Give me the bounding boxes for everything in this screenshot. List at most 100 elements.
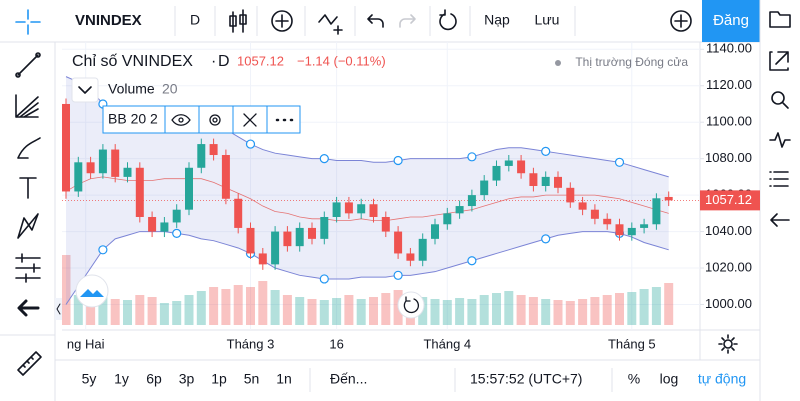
band-handle — [467, 256, 477, 266]
range-button[interactable]: 6p — [146, 371, 162, 387]
candle-body — [381, 216, 390, 232]
volume-bar — [295, 297, 305, 325]
chart-type[interactable] — [229, 9, 247, 33]
top-toolbar: VNINDEX D Nạp Lưu Đăng — [0, 0, 760, 43]
list[interactable] — [769, 171, 789, 187]
candle-body — [406, 253, 415, 261]
symbol[interactable]: VNINDEX — [75, 12, 142, 29]
price-tag — [700, 190, 760, 211]
volume-bar — [356, 299, 366, 325]
pattern-tool[interactable] — [17, 213, 39, 239]
load[interactable]: Nạp — [484, 12, 510, 28]
watchlist[interactable] — [769, 11, 791, 28]
range-button[interactable]: 5n — [244, 371, 260, 387]
y-tick-label: 1040.00 — [705, 223, 752, 238]
range-button[interactable]: 1n — [276, 371, 292, 387]
back[interactable] — [770, 213, 790, 227]
candle-body — [504, 160, 513, 166]
text-tool[interactable] — [19, 177, 37, 199]
y-tick-label: 1100.00 — [706, 114, 752, 129]
volume-bar — [381, 293, 391, 325]
candle-body — [111, 149, 120, 177]
redo[interactable] — [399, 14, 416, 28]
candle-body — [344, 202, 353, 214]
volume-bar — [516, 295, 526, 325]
settings[interactable] — [723, 339, 733, 349]
collapse-arrow — [56, 303, 61, 315]
open-window[interactable] — [769, 51, 789, 71]
collapse-legend[interactable] — [71, 77, 99, 103]
candle-body — [566, 187, 575, 203]
add[interactable] — [670, 10, 692, 32]
volume-bar — [639, 289, 649, 325]
save[interactable]: Lưu — [535, 12, 560, 28]
reset[interactable] — [439, 9, 457, 31]
crosshair-tool[interactable] — [15, 9, 41, 35]
ruler[interactable] — [17, 351, 42, 376]
candle-body — [258, 253, 267, 265]
band-handle — [541, 234, 551, 244]
candle-body — [467, 195, 476, 207]
publish-button[interactable] — [702, 0, 760, 42]
compare[interactable] — [318, 14, 343, 35]
volume-bar — [233, 285, 243, 325]
left-toolbar — [0, 52, 56, 376]
volume-bar — [332, 298, 342, 325]
publish-label[interactable]: Đăng — [713, 12, 749, 29]
band-handle — [541, 146, 551, 156]
undo[interactable] — [367, 14, 384, 28]
volume-bar — [590, 297, 600, 325]
dot: · — [211, 53, 216, 70]
candle-body — [221, 155, 230, 199]
candle-body — [172, 209, 181, 223]
volume-bar — [602, 295, 612, 325]
candle-body — [197, 144, 206, 168]
search[interactable] — [771, 91, 785, 105]
volume-bar — [159, 303, 169, 325]
plot — [62, 42, 700, 330]
brush[interactable] — [17, 137, 41, 159]
y-tick-label: 1120.00 — [706, 77, 752, 92]
interval[interactable]: D — [190, 12, 200, 28]
volume-bar — [147, 297, 157, 325]
alerts[interactable] — [769, 132, 791, 148]
candle-body — [517, 160, 526, 174]
candle-body — [135, 167, 144, 217]
prediction-tool[interactable] — [15, 253, 41, 283]
volume-bar — [221, 289, 231, 325]
candle-body — [295, 227, 304, 247]
bb-label: BB 20 2 — [108, 111, 158, 127]
candle-body — [418, 238, 427, 261]
remove[interactable] — [243, 113, 257, 127]
volume-bar — [369, 297, 378, 325]
range-button[interactable]: 1y — [114, 371, 129, 387]
candle-body — [209, 144, 218, 156]
gear[interactable] — [209, 114, 221, 126]
goto-date[interactable]: Đến... — [330, 371, 367, 387]
volume-bar — [307, 299, 317, 325]
candle-body — [443, 213, 452, 225]
candle-body — [640, 224, 649, 228]
eye[interactable] — [171, 114, 191, 126]
volume-bar — [258, 281, 268, 325]
hide-toolbar[interactable] — [17, 299, 40, 317]
indicators[interactable] — [271, 10, 293, 32]
volume-bar — [86, 293, 96, 325]
logo[interactable] — [75, 274, 109, 308]
collapse-handle[interactable] — [55, 298, 62, 320]
log-scale[interactable]: log — [660, 371, 679, 387]
range-button[interactable]: 5y — [82, 371, 97, 387]
reset-view[interactable] — [397, 291, 425, 319]
auto-scale[interactable]: tự động — [698, 371, 746, 387]
band-handle — [98, 245, 108, 255]
range-button[interactable]: 3p — [179, 371, 195, 387]
trend-line[interactable] — [17, 54, 39, 76]
candle-body — [590, 209, 599, 219]
range-button[interactable]: 1p — [211, 371, 227, 387]
x-tick-label: Tháng 3 — [227, 336, 275, 351]
volume-bar — [73, 295, 83, 325]
clock[interactable]: 15:57:52 (UTC+7) — [470, 371, 582, 387]
percent-scale[interactable]: % — [628, 371, 640, 387]
fib-tool[interactable] — [15, 94, 39, 118]
band-handle — [393, 270, 403, 280]
